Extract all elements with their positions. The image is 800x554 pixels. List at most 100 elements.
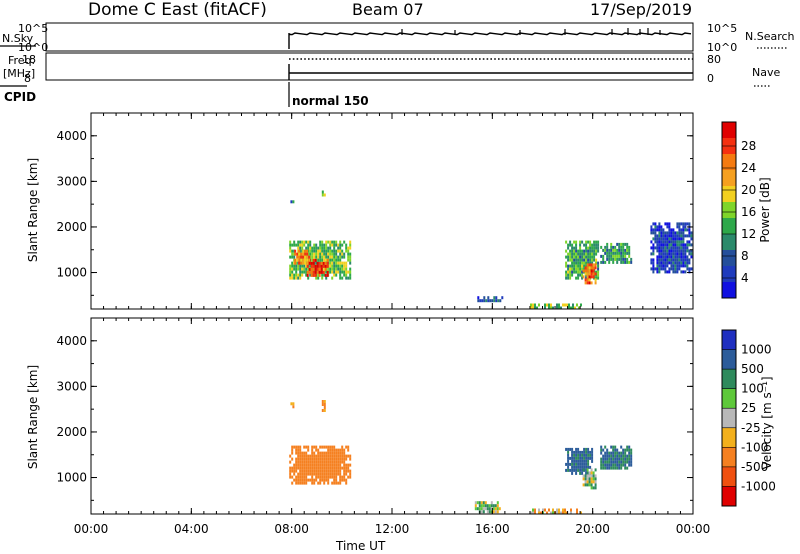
- power-data-cell: [600, 260, 603, 264]
- vel-data-cell: [331, 454, 334, 458]
- vel-data-cell: [567, 450, 570, 454]
- power-data-cell: [614, 245, 617, 249]
- power-data-cell: [291, 252, 294, 256]
- power-data-cell: [579, 258, 582, 262]
- vel-data-cell: [550, 511, 552, 515]
- power-data-cell: [552, 306, 554, 310]
- vel-data-cell: [482, 510, 485, 514]
- power-data-cell: [670, 267, 673, 271]
- power-data-cell: [296, 258, 299, 262]
- vel-data-cell: [484, 507, 487, 511]
- power-data-cell: [588, 266, 591, 270]
- power-data-cell: [335, 264, 338, 268]
- vel-data-cell: [327, 475, 330, 479]
- power-data-cell: [316, 264, 319, 268]
- vel-data-cell: [604, 457, 607, 461]
- velocity-colorbar-swatch: [722, 349, 736, 370]
- power-data-cell: [680, 243, 683, 247]
- vel-data-cell: [305, 454, 308, 458]
- power-data-cell: [339, 246, 342, 250]
- vel-data-cell: [321, 409, 324, 412]
- vel-data-cell: [347, 469, 350, 473]
- vel-data-cell: [608, 466, 611, 470]
- vel-data-cell: [589, 450, 592, 454]
- power-data-cell: [654, 246, 657, 250]
- vel-data-cell: [594, 480, 597, 484]
- power-data-cell: [297, 240, 300, 244]
- vel-data-cell: [575, 465, 578, 469]
- vel-data-cell: [592, 477, 595, 481]
- power-data-cell: [300, 255, 303, 259]
- power-data-cell: [591, 243, 594, 247]
- vel-data-cell: [331, 466, 334, 470]
- power-data-cell: [672, 237, 675, 241]
- vel-data-cell: [333, 454, 336, 458]
- vel-data-cell: [622, 457, 625, 461]
- vel-data-cell: [343, 478, 346, 482]
- power-data-cell: [583, 249, 586, 253]
- power-data-cell: [676, 261, 679, 265]
- power-data-cell: [304, 261, 307, 265]
- vel-data-cell: [311, 472, 314, 476]
- vel-data-cell: [608, 457, 611, 461]
- vel-data-cell: [321, 454, 324, 458]
- power-data-cell: [686, 222, 689, 226]
- power-data-cell: [583, 267, 586, 271]
- vel-data-cell: [345, 466, 348, 470]
- power-data-cell: [289, 270, 292, 274]
- power-data-cell: [595, 258, 598, 262]
- vel-data-cell: [327, 445, 330, 449]
- power-data-cell: [688, 234, 691, 238]
- power-data-cell: [310, 270, 313, 274]
- power-data-cell: [321, 243, 324, 247]
- vel-data-cell: [614, 460, 617, 464]
- vel-data-cell: [341, 460, 344, 464]
- vel-data-cell: [612, 463, 615, 467]
- vel-data-cell: [600, 457, 603, 461]
- power-data-cell: [325, 270, 328, 274]
- power-data-cell: [680, 237, 683, 241]
- vel-data-cell: [610, 457, 613, 461]
- vel-data-cell: [486, 510, 489, 514]
- power-data-cell: [335, 255, 338, 259]
- power-data-cell: [594, 272, 597, 276]
- power-data-cell: [670, 252, 673, 256]
- vel-data-cell: [582, 477, 585, 481]
- power-data-cell: [329, 270, 332, 274]
- vel-data-cell: [624, 454, 627, 458]
- vel-data-cell: [581, 468, 584, 472]
- vel-data-cell: [624, 460, 627, 464]
- power-data-cell: [594, 266, 597, 270]
- vel-data-cell: [588, 480, 591, 484]
- power-data-cell: [501, 296, 504, 300]
- vel-data-cell: [590, 468, 593, 472]
- vel-data-cell: [494, 507, 497, 511]
- power-data-cell: [318, 264, 321, 268]
- power-data-cell: [682, 234, 685, 238]
- vel-data-cell: [579, 453, 582, 457]
- power-data-cell: [672, 267, 675, 271]
- power-data-cell: [622, 242, 625, 246]
- power-data-cell: [584, 269, 587, 273]
- vel-data-cell: [323, 409, 326, 412]
- power-data-cell: [324, 264, 327, 268]
- power-data-cell: [690, 267, 693, 271]
- vel-data-cell: [335, 481, 338, 485]
- vel-data-cell: [577, 459, 580, 463]
- power-data-cell: [652, 249, 655, 253]
- vel-data-cell: [313, 469, 316, 473]
- power-data-cell: [325, 243, 328, 247]
- power-data-cell: [325, 246, 328, 250]
- vel-data-cell: [622, 448, 625, 452]
- vel-data-cell: [321, 400, 324, 403]
- vel-data-cell: [349, 472, 352, 476]
- power-data-cell: [589, 252, 592, 256]
- vel-data-cell: [616, 457, 619, 461]
- vel-data-cell: [295, 451, 298, 455]
- power-data-cell: [331, 243, 334, 247]
- power-data-cell: [682, 246, 685, 250]
- vel-data-cell: [339, 481, 342, 485]
- vel-data-cell: [606, 451, 609, 455]
- power-data-cell: [684, 249, 687, 253]
